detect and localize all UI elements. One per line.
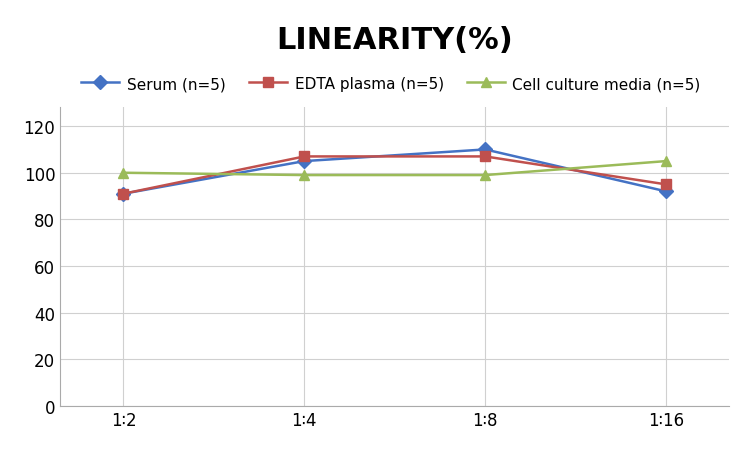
Cell culture media (n=5) <box>119 170 128 176</box>
Serum (n=5) <box>119 192 128 197</box>
Line: EDTA plasma (n=5): EDTA plasma (n=5) <box>119 152 671 199</box>
Serum (n=5) <box>300 159 309 165</box>
Line: Serum (n=5): Serum (n=5) <box>119 145 671 199</box>
Serum (n=5) <box>481 147 490 153</box>
EDTA plasma (n=5) <box>662 182 671 188</box>
Cell culture media (n=5) <box>662 159 671 165</box>
Serum (n=5) <box>662 189 671 195</box>
EDTA plasma (n=5) <box>481 154 490 160</box>
EDTA plasma (n=5) <box>300 154 309 160</box>
Legend: Serum (n=5), EDTA plasma (n=5), Cell culture media (n=5): Serum (n=5), EDTA plasma (n=5), Cell cul… <box>81 77 701 92</box>
EDTA plasma (n=5) <box>119 192 128 197</box>
Text: LINEARITY(%): LINEARITY(%) <box>277 26 513 55</box>
Cell culture media (n=5) <box>300 173 309 179</box>
Line: Cell culture media (n=5): Cell culture media (n=5) <box>119 157 671 180</box>
Cell culture media (n=5) <box>481 173 490 179</box>
